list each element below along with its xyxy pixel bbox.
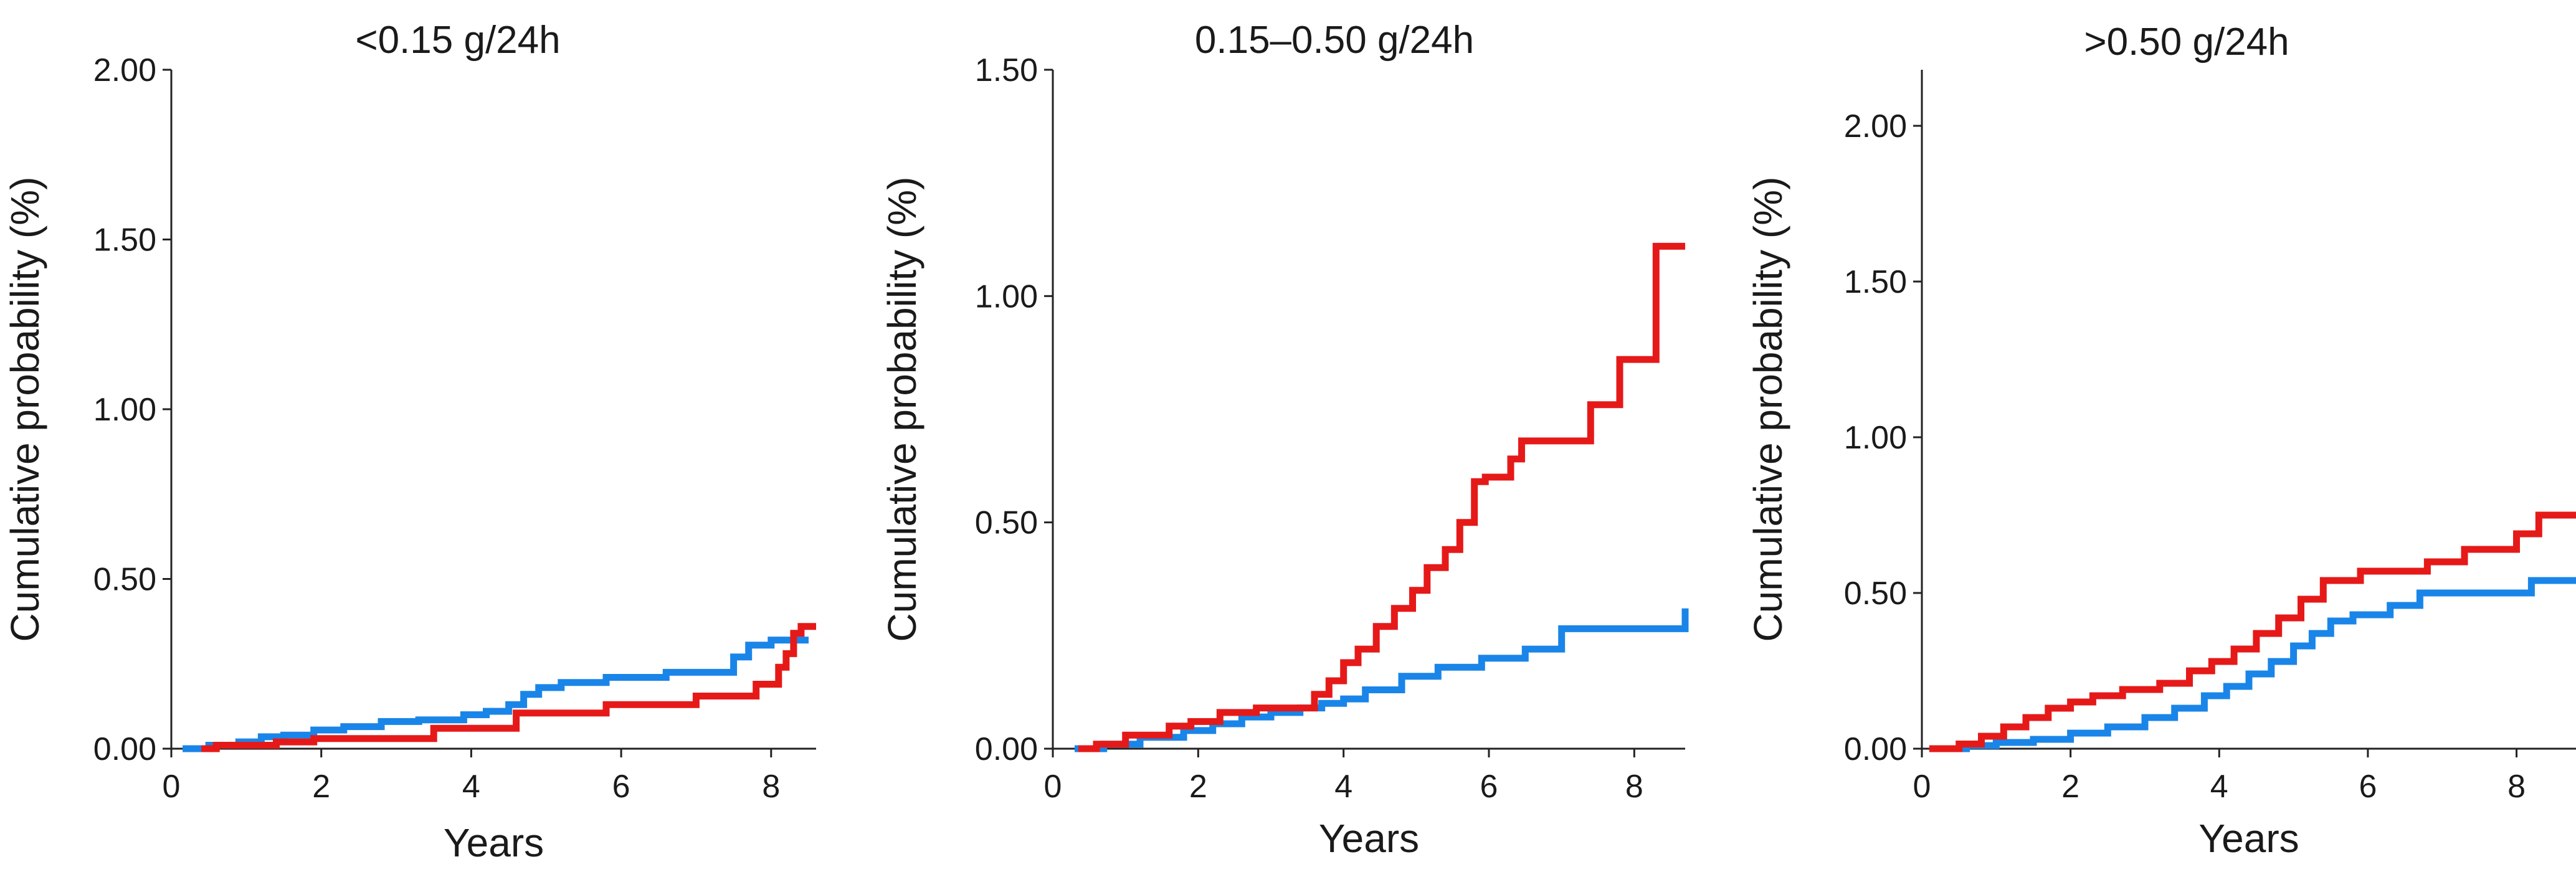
y-tick-label: 1.50 (1844, 264, 1907, 300)
y-tick-label: 1.00 (1844, 420, 1907, 456)
x-tick-label: 4 (462, 769, 480, 805)
x-tick-label: 0 (163, 769, 181, 805)
y-tick-label: 0.00 (93, 731, 156, 767)
panel-2: 0.15–0.50 g/24h 0.00 0.50 1.00 1.50 0 2 4 6 8 Year… (880, 19, 1689, 861)
x-tick-label: 6 (612, 769, 630, 805)
y-axis-label: Cumulative probability (%) (2, 177, 47, 642)
x-tick-label: 4 (1334, 769, 1352, 805)
x-tick-label: 0 (1044, 769, 1062, 805)
x-tick-label: 6 (2359, 769, 2377, 805)
y-tick-label: 1.50 (93, 222, 156, 258)
y-tick-label: 1.00 (93, 392, 156, 428)
series-line-blue (183, 637, 809, 752)
y-axis-label: Cumulative probability (%) (1746, 177, 1790, 642)
x-axis-label: Years (2198, 816, 2299, 861)
panel-title: <0.15 g/24h (355, 19, 560, 62)
y-tick-label: 2.00 (1844, 108, 1907, 145)
y-tick-label: 1.50 (975, 52, 1038, 88)
x-tick-label: 8 (1625, 769, 1643, 805)
x-tick-label: 2 (312, 769, 330, 805)
panel-1: <0.15 g/24h 0.00 0.50 1.00 1.50 2.00 0 2 4 6 8 Year… (2, 19, 816, 865)
series-line-red (1929, 511, 2576, 752)
x-tick-label: 6 (1480, 769, 1498, 805)
y-axis-label: Cumulative probability (%) (880, 177, 924, 642)
y-tick-label: 0.00 (1844, 731, 1907, 767)
y-tick-label: 0.50 (975, 505, 1038, 541)
series-line-red (1078, 242, 1685, 752)
panel-3: >0.50 g/24h 0.00 0.50 1.00 1.50 2.00 0 2 4 6 8 Year… (1746, 21, 2576, 861)
panel-title: >0.50 g/24h (2084, 21, 2289, 64)
y-tick-label: 0.00 (975, 731, 1038, 767)
x-axis-label: Years (1319, 816, 1419, 861)
x-tick-label: 8 (762, 769, 780, 805)
y-tick-label: 2.00 (93, 52, 156, 88)
x-tick-label: 0 (1913, 769, 1931, 805)
x-tick-label: 8 (2507, 769, 2526, 805)
x-tick-label: 4 (2210, 769, 2228, 805)
panel-title: 0.15–0.50 g/24h (1195, 19, 1474, 62)
x-tick-label: 2 (2061, 769, 2079, 805)
series-line-red (201, 623, 816, 752)
x-axis-label: Years (444, 820, 544, 865)
series-line-blue (1075, 608, 1689, 752)
y-tick-label: 0.50 (93, 562, 156, 598)
x-tick-label: 2 (1189, 769, 1207, 805)
series-line-blue (1929, 577, 2576, 752)
y-tick-label: 0.50 (1844, 576, 1907, 612)
y-tick-label: 1.00 (975, 278, 1038, 315)
